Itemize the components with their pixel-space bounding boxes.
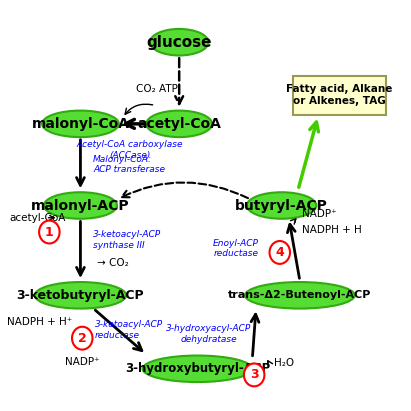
Ellipse shape [44, 192, 117, 219]
Text: 3: 3 [250, 368, 259, 381]
Ellipse shape [143, 356, 252, 382]
Text: NADPH + H⁺: NADPH + H⁺ [7, 317, 72, 327]
Circle shape [270, 241, 290, 264]
Text: malonyl-ACP: malonyl-ACP [31, 199, 130, 212]
Text: 3-ketoacyl-ACP
reductase: 3-ketoacyl-ACP reductase [95, 320, 163, 340]
Text: H₂O: H₂O [274, 358, 294, 368]
Circle shape [72, 327, 92, 350]
Ellipse shape [247, 192, 316, 219]
Ellipse shape [245, 282, 355, 309]
Text: → CO₂: → CO₂ [97, 258, 129, 268]
Text: NADP⁺: NADP⁺ [302, 209, 336, 219]
Ellipse shape [35, 282, 126, 309]
Text: malonyl-CoA: malonyl-CoA [31, 117, 129, 131]
Text: trans-Δ2-Butenoyl-ACP: trans-Δ2-Butenoyl-ACP [228, 290, 372, 300]
Text: NADPH + H: NADPH + H [302, 225, 361, 235]
Ellipse shape [146, 111, 212, 137]
Text: acetyl-CoA: acetyl-CoA [137, 117, 221, 131]
Text: Acetyl-CoA carboxylase
(ACCase): Acetyl-CoA carboxylase (ACCase) [76, 140, 183, 159]
Text: 3-hydroxyacyl-ACP
dehydratase: 3-hydroxyacyl-ACP dehydratase [166, 324, 251, 344]
Text: butyryl-ACP: butyryl-ACP [235, 199, 328, 212]
Circle shape [244, 363, 264, 386]
Text: 3-ketoacyl-ACP
synthase III: 3-ketoacyl-ACP synthase III [93, 231, 162, 250]
Text: 2: 2 [78, 332, 87, 345]
Text: glucose: glucose [146, 35, 212, 50]
Text: 4: 4 [275, 246, 284, 259]
FancyBboxPatch shape [293, 76, 386, 115]
Ellipse shape [150, 29, 208, 55]
Circle shape [39, 221, 60, 243]
Text: Enoyl-ACP
reductase: Enoyl-ACP reductase [213, 239, 259, 258]
Text: Malonyl-CoA:
ACP transferase: Malonyl-CoA: ACP transferase [93, 155, 165, 174]
Text: acetyl-CoA: acetyl-CoA [9, 213, 65, 223]
Text: 1: 1 [45, 226, 54, 238]
Text: CO₂ ATP: CO₂ ATP [136, 85, 178, 95]
Text: 3-hydroxybutyryl-ACP: 3-hydroxybutyryl-ACP [125, 362, 270, 375]
Text: 3-ketobutyryl-ACP: 3-ketobutyryl-ACP [16, 289, 144, 302]
Text: Fatty acid, Alkane
or Alkenes, TAG: Fatty acid, Alkane or Alkenes, TAG [286, 85, 393, 106]
Text: NADP⁺: NADP⁺ [65, 356, 99, 367]
Ellipse shape [42, 111, 119, 137]
